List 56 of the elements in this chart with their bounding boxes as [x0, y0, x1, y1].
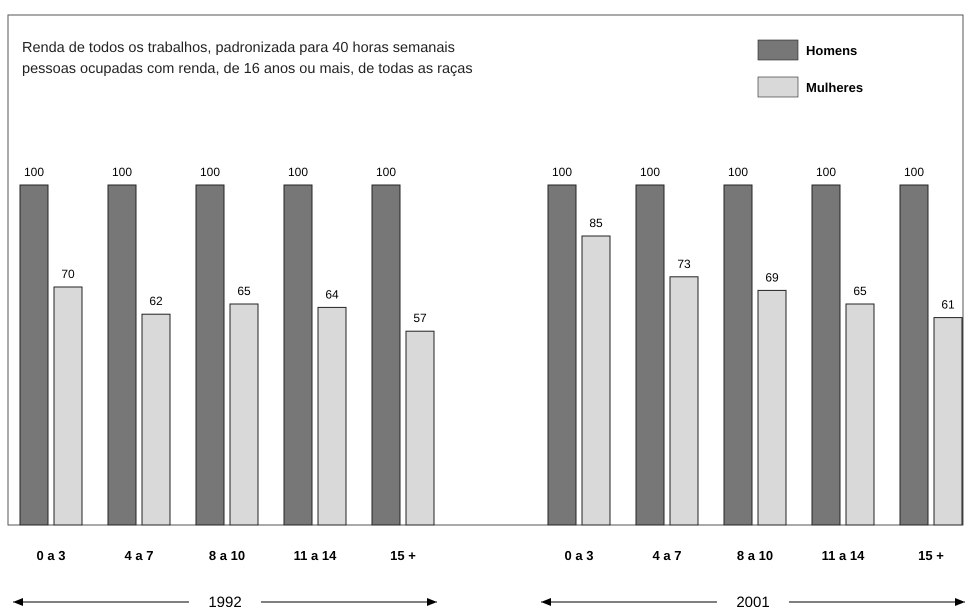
bar [142, 314, 170, 526]
text: pessoas ocupadas com renda, de 16 anos ou mais, de todas as raças [22, 61, 473, 77]
bar [108, 184, 136, 526]
data-label: 64 [325, 287, 339, 302]
bar [54, 286, 82, 526]
bar [284, 184, 312, 526]
x-tick-label: 11 a 14 [294, 548, 338, 563]
bar [670, 276, 698, 526]
legend-label: Mulheres [806, 80, 864, 95]
text: 1992 [208, 594, 242, 607]
data-label: 65 [853, 284, 867, 298]
data-label: 57 [413, 311, 427, 326]
bar [812, 184, 840, 526]
bar [548, 184, 576, 526]
data-label: 85 [589, 216, 603, 230]
x-tick-label: 8 a 10 [736, 548, 774, 563]
data-label: 100 [112, 165, 132, 179]
bar [230, 304, 258, 526]
x-tick-label: 4 a 7 [124, 548, 154, 563]
bar [372, 184, 400, 526]
data-label: 100 [640, 165, 660, 179]
bar [934, 317, 962, 526]
bar [406, 330, 434, 526]
bar [724, 184, 752, 526]
data-label: 100 [24, 165, 44, 179]
text: Renda de todos os trabalhos, padronizada para 40 horas semanais [22, 40, 455, 56]
x-tick-label: 0 a 3 [36, 548, 66, 563]
data-label: 69 [765, 270, 779, 284]
data-label: 61 [941, 298, 955, 312]
data-label: 65 [237, 284, 251, 298]
bar [318, 306, 346, 526]
data-label: 100 [288, 165, 308, 179]
data-label: 100 [552, 165, 572, 179]
data-label: 100 [728, 165, 748, 179]
bar [582, 236, 610, 526]
bar [846, 304, 874, 526]
data-label: 100 [816, 165, 836, 179]
x-tick-label: 8 a 10 [208, 548, 246, 563]
data-label: 62 [149, 294, 163, 308]
x-tick-label: 0 a 3 [564, 548, 594, 563]
text: 2001 [736, 594, 770, 607]
data-label: 73 [677, 256, 691, 271]
data-label: 100 [376, 165, 396, 179]
bar [758, 290, 786, 526]
data-label: 70 [61, 267, 75, 281]
bar [196, 184, 224, 526]
data-label: 100 [904, 165, 924, 179]
x-tick-label: 15 + [918, 548, 944, 563]
data-label: 100 [200, 165, 220, 179]
x-tick-label: 4 a 7 [652, 548, 682, 563]
bar [900, 184, 928, 526]
bar [636, 184, 664, 526]
x-tick-label: 15 + [390, 548, 416, 563]
legend-label: Homens [806, 43, 858, 58]
x-tick-label: 11 a 14 [822, 548, 866, 563]
bar [20, 184, 48, 526]
